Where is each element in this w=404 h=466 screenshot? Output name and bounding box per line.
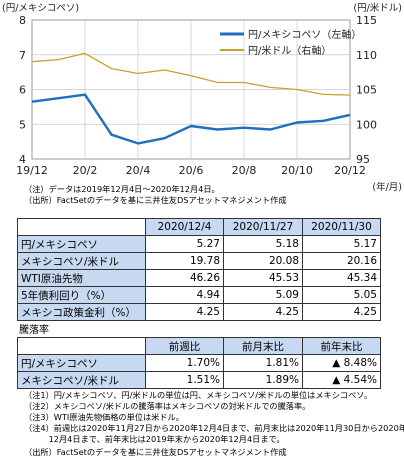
header-blank: [17, 337, 146, 355]
y-right-unit-label: (円/米ドル): [353, 2, 402, 14]
cell-value: 20.16: [302, 252, 381, 270]
header-date: 2020/11/27: [223, 218, 303, 236]
y-left-unit-label: (円/メキシコペソ): [2, 3, 79, 14]
cell-value: 1.89%: [223, 371, 303, 389]
x-tick-label: 19/12: [16, 164, 48, 177]
cell-value: 4.25: [145, 303, 224, 321]
y-left-tick-label: 5: [19, 118, 26, 131]
table-row: 5年債利回り（%） 4.94 5.09 5.05: [17, 286, 381, 304]
cell-value: 1.81%: [223, 354, 303, 372]
header-date: 2020/12/4: [145, 218, 224, 236]
legend-label-peso: 円/メキシコペソ（左軸）: [248, 28, 361, 41]
table-row: メキシコペソ/米ドル 1.51% 1.89% ▲ 4.54%: [17, 371, 381, 389]
cell-value: 45.53: [223, 269, 303, 287]
row-label: メキシコペソ/米ドル: [17, 252, 146, 270]
x-tick-label: 20/8: [232, 164, 257, 177]
legend: 円/メキシコペソ（左軸） 円/米ドル（右軸）: [220, 28, 361, 57]
market-data-table: 2020/12/4 2020/11/27 2020/11/30 円/メキシコペソ…: [17, 218, 381, 321]
cell-value: 5.17: [302, 235, 381, 253]
cell-value: 4.25: [223, 303, 303, 321]
cell-value: 5.27: [145, 235, 224, 253]
x-tick-label: 20/4: [126, 164, 151, 177]
chart-note: （注）データは2019年12月4日～2020年12月4日。: [24, 184, 220, 194]
row-label: 円/メキシコペソ: [17, 235, 146, 253]
y-left-tick-label: 8: [19, 14, 26, 27]
bottom-source: （出所）FactSetのデータを基に三井住友DSアセットマネジメント作成: [24, 447, 287, 457]
row-label: メキシコ政策金利（%）: [17, 303, 146, 321]
table-row: WTI原油先物 46.26 45.53 45.34: [17, 269, 381, 287]
table-row: 円/メキシコペソ 5.27 5.18 5.17: [17, 235, 381, 253]
x-tick-label: 20/10: [281, 164, 313, 177]
y-right-tick-label: 105: [356, 84, 377, 97]
fx-line-chart: 8 7 6 5 4 115 110 105 100 95 19/12 20/2 20/4 20/6 20/8…: [2, 2, 402, 193]
series-line-usd: [31, 52, 351, 96]
y-left-tick-label: 7: [19, 49, 26, 62]
cell-value: 5.09: [223, 286, 303, 304]
cell-value: ▲ 8.48%: [302, 354, 381, 372]
x-tick-label: 20/12: [334, 164, 366, 177]
header-period: 前月末比: [223, 337, 303, 355]
header-date: 2020/11/30: [302, 218, 381, 236]
cell-value: 1.70%: [145, 354, 224, 372]
cell-value: 1.51%: [145, 371, 224, 389]
note-3: （注3）WTI原油先物価格の単位は米ドル。: [24, 412, 184, 422]
table-row: メキシコ政策金利（%） 4.25 4.25 4.25: [17, 303, 381, 321]
note-1: （注1）円/メキシコペソ、円/米ドルの単位は円、メキシコペソ/米ドルの単位はメキ…: [24, 390, 373, 400]
table-row: メキシコペソ/米ドル 19.78 20.08 20.16: [17, 252, 381, 270]
cell-value: 4.94: [145, 286, 224, 304]
y-right-tick-label: 110: [356, 49, 377, 62]
cell-value: 20.08: [223, 252, 303, 270]
cell-value: 4.25: [302, 303, 381, 321]
change-rate-title: 騰落率: [19, 325, 49, 336]
table-row: 円/メキシコペソ 1.70% 1.81% ▲ 8.48%: [17, 354, 381, 372]
header-blank: [17, 218, 146, 236]
cell-value: 5.05: [302, 286, 381, 304]
row-label: WTI原油先物: [17, 269, 146, 287]
y-right-tick-label: 115: [356, 14, 377, 27]
series-lines: [31, 52, 351, 145]
change-rate-table: 前週比 前月末比 前年末比 円/メキシコペソ 1.70% 1.81% ▲ 8.4…: [17, 337, 381, 389]
y-right-tick-label: 95: [356, 153, 370, 166]
cell-value: 46.26: [145, 269, 224, 287]
axis-ticks: 8 7 6 5 4 115 110 105 100 95 19/12 20/2 20/4 20/6 20/8…: [16, 14, 377, 177]
header-period: 前週比: [145, 337, 224, 355]
y-left-tick-label: 6: [19, 84, 26, 97]
row-label: 5年債利回り（%）: [17, 286, 146, 304]
legend-label-usd: 円/米ドル（右軸）: [248, 44, 331, 57]
row-label: 円/メキシコペソ: [17, 354, 146, 372]
cell-value: 19.78: [145, 252, 224, 270]
cell-value: 45.34: [302, 269, 381, 287]
table-header-row: 前週比 前月末比 前年末比: [17, 337, 381, 355]
row-label: メキシコペソ/米ドル: [17, 371, 146, 389]
x-tick-label: 20/2: [73, 164, 98, 177]
header-period: 前年末比: [302, 337, 381, 355]
note-2: （注2）メキシコペソ/米ドルの騰落率はメキシコペソの対米ドルでの騰落率。: [24, 401, 311, 411]
x-tick-label: 20/6: [179, 164, 204, 177]
table-header-row: 2020/12/4 2020/11/27 2020/11/30: [17, 218, 381, 236]
cell-value: ▲ 4.54%: [302, 371, 381, 389]
series-line-peso: [31, 93, 351, 145]
y-left-tick-label: 4: [19, 153, 26, 166]
note-4: （注4）前週比は2020年11月27日から2020年12月4日まで、前月末比は2…: [24, 423, 404, 433]
chart-source: （出所）FactSetのデータを基に三井住友DSアセットマネジメント作成: [24, 195, 287, 205]
x-unit-label: (年/月): [372, 181, 402, 193]
cell-value: 5.18: [223, 235, 303, 253]
note-4-cont: 12月4日まで、前年末比は2019年末から2020年12月4日まで。: [24, 434, 285, 444]
y-right-tick-label: 100: [356, 118, 377, 131]
